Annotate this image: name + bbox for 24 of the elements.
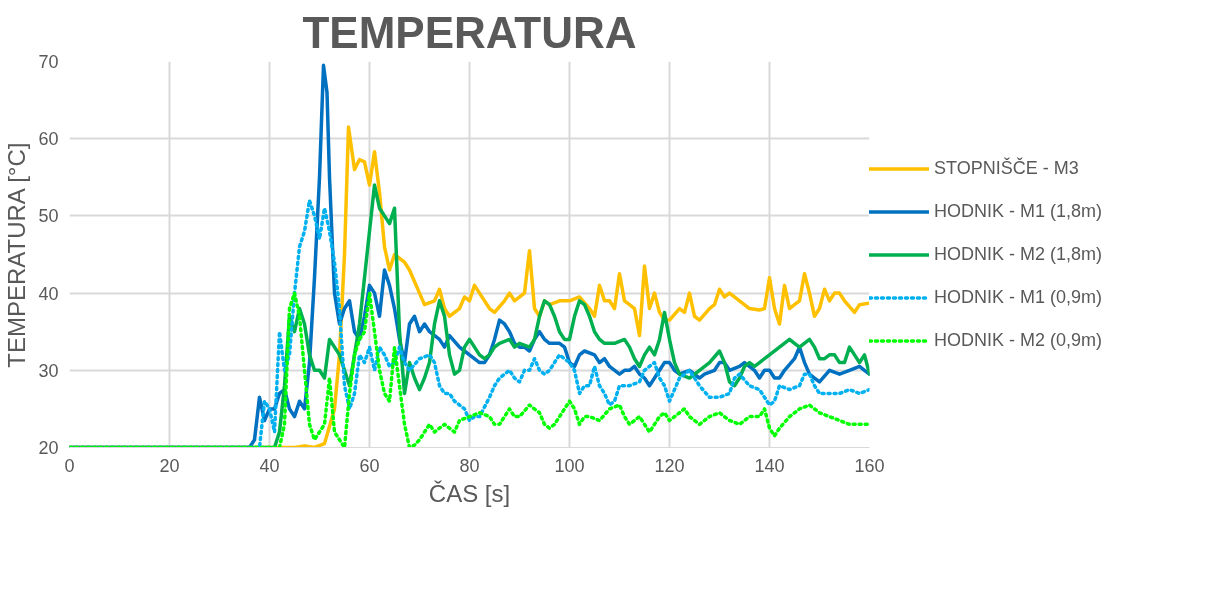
x-tick-label: 0: [64, 455, 75, 476]
legend-label: HODNIK - M2 (0,9m): [934, 329, 1103, 351]
x-tick-label: 140: [754, 455, 785, 476]
y-tick-label: 60: [38, 129, 59, 150]
y-tick-label: 70: [38, 52, 59, 72]
line-series: [69, 291, 870, 448]
legend-label: HODNIK - M1 (0,9m): [934, 286, 1103, 308]
y-tick-label: 40: [38, 283, 59, 304]
x-tick-label: 100: [554, 455, 585, 476]
x-tick-label: 60: [359, 455, 380, 476]
chart-title: TEMPERATURA: [302, 7, 637, 57]
y-tick-label: 20: [38, 438, 59, 458]
x-tick-label: 160: [854, 455, 885, 476]
y-tick-label: 50: [38, 206, 59, 227]
y-axis-title: TEMPERATURA [°C]: [3, 142, 31, 368]
x-axis-title: ČAS [s]: [428, 479, 511, 507]
x-tick-label: 120: [654, 455, 685, 476]
legend-label: HODNIK - M1 (1,8m): [934, 200, 1103, 222]
y-tick-label: 30: [38, 360, 59, 381]
legend-label: STOPNIŠČE - M3: [934, 157, 1079, 179]
x-tick-label: 20: [159, 455, 180, 476]
x-tick-label: 40: [259, 455, 280, 476]
legend-label: HODNIK - M2 (1,8m): [934, 243, 1103, 265]
x-tick-label: 80: [459, 455, 480, 476]
